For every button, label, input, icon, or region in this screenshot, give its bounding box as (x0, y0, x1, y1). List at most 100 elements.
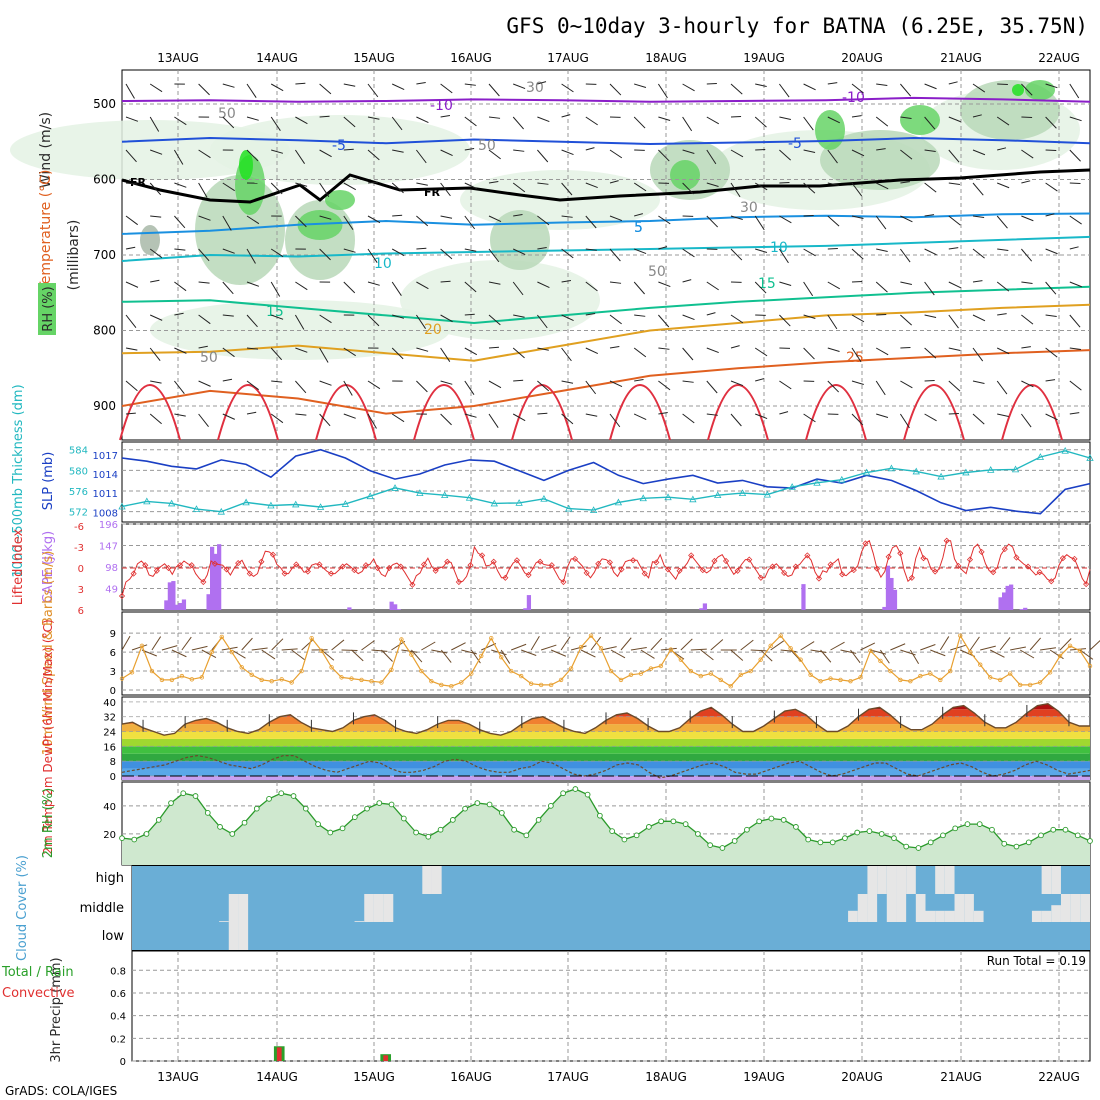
surface-wind-barb (291, 649, 305, 661)
rh-marker (413, 829, 419, 836)
cloud-cell (238, 922, 249, 950)
cloud-cell (935, 910, 945, 922)
rh-shade-region (820, 130, 940, 190)
rh-marker (903, 843, 910, 850)
wind-barb (222, 413, 235, 420)
wind-speed-marker (888, 668, 893, 674)
cape-bar (1005, 585, 1010, 610)
cloud-cell (383, 894, 394, 922)
rh-shade-region (210, 115, 470, 185)
wind-barb (343, 248, 356, 253)
wind-barb (561, 215, 573, 218)
wind-barb (271, 314, 284, 320)
rh-marker (731, 838, 738, 844)
wind-barb (900, 83, 912, 97)
wind-barb (706, 347, 719, 354)
surface-wind-barb (850, 649, 861, 664)
wind-barb (682, 314, 695, 321)
panels-group: 13AUG 13AUG 14AUG 14AUG 15AUG 15AUG 16AUG 16AUG… (1, 51, 1100, 1084)
lifted-marker (676, 567, 683, 574)
lifted-marker (200, 578, 207, 586)
cape-bar (702, 603, 708, 610)
wind-barb (900, 149, 913, 160)
wind-barb (803, 149, 816, 153)
wind-barb (367, 181, 378, 184)
wind-barb (948, 247, 959, 250)
rh-ylabel: 2m RH (%) (41, 788, 56, 859)
date-label-top: 15AUG (353, 51, 395, 65)
lifted-marker (978, 548, 985, 555)
wind-barb (585, 347, 599, 355)
thickness-marker (937, 472, 945, 480)
rh-marker (376, 800, 383, 806)
surface-wind-barb (371, 649, 388, 652)
wind-speed-marker (858, 675, 863, 680)
wind-barb (343, 347, 356, 357)
wind-barb (997, 83, 1008, 86)
wind-barb (900, 281, 912, 285)
wind-barb (512, 248, 526, 256)
cloud-cell (973, 910, 984, 922)
rh-marker (854, 829, 861, 836)
wind-barb (875, 182, 889, 190)
wind-barb (367, 215, 381, 224)
wind-barb (488, 346, 499, 349)
wind-barb (416, 215, 429, 227)
date-label-top: 14AUG (256, 51, 298, 65)
wind-barb (125, 182, 138, 185)
lifted-marker (502, 574, 509, 581)
wind-barb (779, 411, 789, 415)
thickness-marker (887, 464, 896, 472)
rh-marker (817, 839, 824, 846)
rh-marker (695, 831, 701, 837)
wind-barb (972, 149, 986, 156)
wind-barb (174, 347, 187, 354)
wind-barb (1045, 83, 1058, 89)
contour-label: -5 (788, 136, 802, 152)
wind-barb (658, 246, 668, 250)
wind-barb (585, 182, 598, 189)
cloud-cell (925, 910, 936, 922)
surface-wind-barb (600, 646, 617, 651)
temp-band (122, 738, 1090, 747)
wind-barb (537, 182, 549, 185)
wind-barb (924, 83, 937, 90)
wind-barb (464, 380, 475, 395)
wind-barb (779, 181, 790, 184)
thickness-marker (689, 495, 697, 503)
cloud-ytick: low (102, 929, 125, 944)
cape-ylabel: CAPE (J/kg) (41, 531, 56, 603)
temp-ytick: 32 (103, 713, 116, 724)
wind-barb (125, 281, 139, 288)
wind-barb (972, 347, 984, 362)
wind-barb (512, 281, 524, 296)
rh-marker (315, 821, 321, 827)
thickness-marker (1086, 454, 1094, 461)
wind-barb (270, 281, 281, 297)
surface-wind-barb (680, 638, 693, 651)
date-label-top: 16AUG (450, 51, 492, 65)
date-label-bottom: 17AUG (547, 1070, 589, 1084)
wind-barb (222, 347, 235, 358)
wind-speed-marker (1027, 682, 1033, 688)
thickness-line (121, 450, 1091, 513)
wind-barb (609, 281, 622, 284)
wind-barb (440, 280, 451, 283)
wind-speed-marker (808, 672, 813, 678)
cloud-cell (896, 894, 907, 922)
wind-speed-marker (538, 682, 544, 688)
rh-marker (646, 824, 652, 830)
cape-bar (885, 565, 891, 610)
wind-barb (416, 149, 427, 164)
surface-wind-barb (361, 640, 375, 651)
wind-barb (513, 379, 524, 382)
cloud-cell (1051, 866, 1061, 894)
date-label-top: 20AUG (841, 51, 883, 65)
thickness-marker (515, 499, 523, 506)
dewpoint-line (121, 754, 1091, 779)
surface-wind-barb (710, 639, 724, 651)
rh-shade-region (140, 225, 160, 255)
wind-barb (561, 347, 572, 362)
wind-barb (1069, 246, 1079, 250)
wind-barb (270, 116, 281, 131)
